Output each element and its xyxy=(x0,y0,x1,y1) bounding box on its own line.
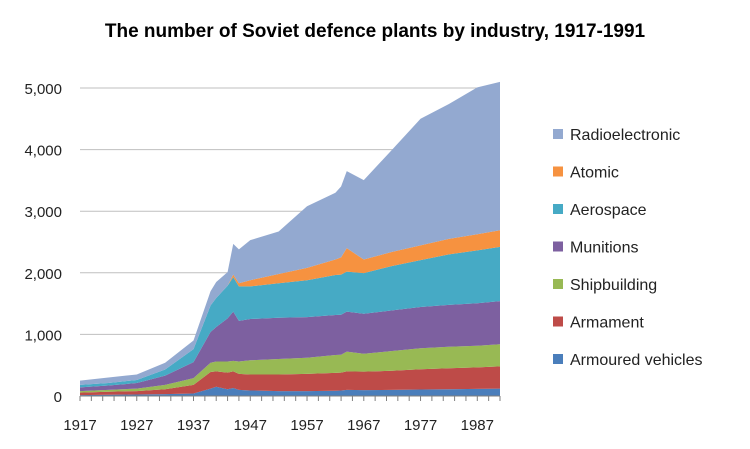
x-tick-label: 1937 xyxy=(177,417,210,434)
y-tick-label: 4,000 xyxy=(24,143,62,160)
x-tick-label: 1947 xyxy=(234,417,267,434)
legend-label-shipbuilding: Shipbuilding xyxy=(570,277,657,294)
area-aerospace xyxy=(80,246,500,388)
area-radioelectronic xyxy=(80,81,500,385)
area-munitions xyxy=(80,301,500,392)
legend-label-atomic: Atomic xyxy=(570,165,619,182)
legend: Radioelectronic Atomic Aerospace Munitions S… xyxy=(553,127,703,369)
legend-swatch-shipbuilding xyxy=(553,279,563,289)
y-tick-label: 3,000 xyxy=(24,204,62,221)
legend-swatch-atomic xyxy=(553,166,563,177)
y-tick-label: 2,000 xyxy=(24,266,62,283)
x-tick-label: 1977 xyxy=(404,417,437,434)
y-tick-label: 1,000 xyxy=(24,327,62,344)
area-atomic xyxy=(80,230,500,385)
y-tick-labels: 0 1,000 2,000 3,000 4,000 5,000 xyxy=(24,81,62,406)
x-tick-label: 1957 xyxy=(290,417,323,434)
legend-swatch-radioelectronic xyxy=(553,129,563,139)
x-tick-labels: 1917 1927 1937 1947 1957 1967 1977 1987 xyxy=(63,417,494,434)
legend-swatch-munitions xyxy=(553,241,563,252)
area-series xyxy=(80,81,500,396)
legend-label-munitions: Munitions xyxy=(570,240,638,257)
legend-label-armament: Armament xyxy=(570,315,644,332)
legend-swatch-armament xyxy=(553,316,563,327)
legend-label-radioelectronic: Radioelectronic xyxy=(570,127,680,144)
x-tick-label: 1927 xyxy=(120,417,153,434)
area-shipbuilding xyxy=(80,344,500,393)
axes xyxy=(79,395,501,401)
area-armament xyxy=(80,366,500,396)
x-tick-label: 1917 xyxy=(63,417,96,434)
legend-swatch-aerospace xyxy=(553,204,563,214)
area-armoured-vehicles xyxy=(80,386,500,396)
chart-title: The number of Soviet defence plants by i… xyxy=(105,21,646,42)
legend-label-armoured-vehicles: Armoured vehicles xyxy=(570,352,703,369)
y-tick-label: 0 xyxy=(54,389,62,406)
y-tick-label: 5,000 xyxy=(24,81,62,98)
x-tick-label: 1987 xyxy=(461,417,494,434)
legend-swatch-armoured-vehicles xyxy=(553,354,563,364)
legend-label-aerospace: Aerospace xyxy=(570,202,647,219)
x-tick-label: 1967 xyxy=(347,417,380,434)
